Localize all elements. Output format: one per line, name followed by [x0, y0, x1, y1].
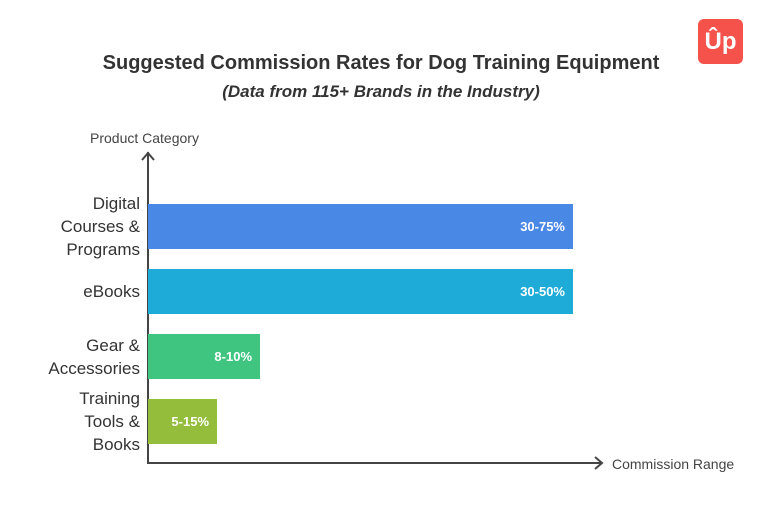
bar-value-label: 8-10%	[214, 349, 252, 364]
category-label: Digital Courses & Programs	[0, 192, 140, 261]
category-label-line: Programs	[66, 240, 140, 259]
category-label-line: Digital	[92, 194, 140, 213]
bar: 30-75%	[148, 204, 573, 249]
bar-value-label: 5-15%	[171, 414, 209, 429]
y-axis-title: Product Category	[90, 130, 199, 146]
category-label-line: Training	[79, 389, 140, 408]
category-label: Gear & Accessories	[0, 334, 140, 380]
bar-value-label: 30-50%	[520, 284, 565, 299]
bar: 8-10%	[148, 334, 260, 379]
category-label-line: Gear &	[86, 335, 140, 355]
bar: 30-50%	[148, 269, 573, 314]
category-label-line: eBooks	[83, 282, 140, 301]
category-label-line: Courses &	[60, 217, 140, 236]
y-axis-arrow-icon	[141, 151, 155, 161]
chart-title: Suggested Commission Rates for Dog Train…	[102, 52, 660, 74]
category-label-line: Tools &	[84, 412, 140, 431]
category-label: Training Tools & Books	[0, 387, 140, 456]
bar: 5-15%	[148, 399, 217, 444]
chart-subtitle: (Data from 115+ Brands in the Industry)	[222, 82, 540, 101]
category-label-line: Books	[92, 435, 140, 454]
bar-value-label: 30-75%	[520, 219, 565, 234]
x-axis-title: Commission Range	[612, 456, 735, 472]
category-label: eBooks	[0, 280, 140, 303]
x-axis-arrow-icon	[594, 456, 604, 470]
category-label-line: Accessories	[48, 358, 140, 378]
brand-logo: Ûp	[698, 19, 743, 64]
